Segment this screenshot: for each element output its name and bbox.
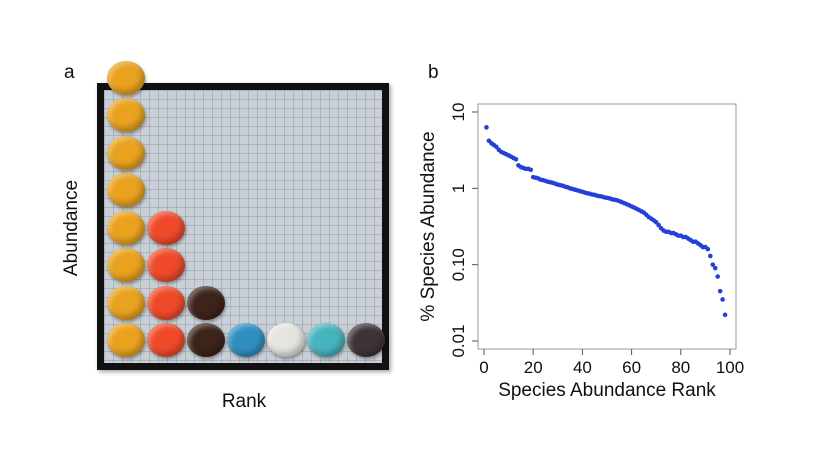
x-tick-label: 60 (622, 358, 641, 377)
candy (107, 98, 145, 132)
data-point (717, 288, 723, 294)
candy (227, 323, 265, 357)
candy (107, 248, 145, 282)
y-axis-title: % Species Abundance (418, 131, 439, 321)
y-tick-label: 10 (449, 103, 468, 122)
panel-label-b: b (428, 62, 439, 83)
candy (347, 323, 385, 357)
candy (107, 210, 145, 245)
y-tick-label: 1 (449, 184, 468, 193)
candy (107, 173, 145, 207)
data-point (710, 262, 716, 267)
data-point (722, 312, 728, 318)
x-tick-label: 40 (573, 358, 592, 377)
x-axis: 0 20 40 60 80 100 (479, 349, 744, 377)
data-point (708, 253, 713, 259)
candy (147, 323, 185, 357)
plot-frame (477, 103, 737, 350)
x-tick-label: 100 (716, 358, 744, 377)
rank-abundance-chart: 10 1 0.10 0.01 0 20 40 60 80 100 Species Abundan… (418, 103, 744, 400)
data-point (715, 274, 720, 279)
y-axis: 10 1 0.10 0.01 (449, 103, 478, 358)
data-point (528, 167, 534, 173)
candy (107, 323, 145, 357)
data-point (712, 265, 718, 271)
data-point (656, 222, 661, 228)
y-tick-label: 0.10 (449, 248, 468, 281)
candy (107, 135, 145, 170)
candy (267, 323, 305, 357)
candy (147, 285, 185, 320)
candy (307, 323, 345, 357)
photo-x-axis-title: Rank (221, 391, 267, 412)
candy (147, 248, 185, 282)
data-points (484, 125, 728, 318)
data-point (720, 297, 725, 302)
panel-label-a: a (64, 62, 75, 83)
candy (187, 285, 225, 320)
candy (107, 60, 145, 95)
grid-paper (104, 60, 385, 363)
candy-photo (97, 60, 389, 370)
x-tick-label: 20 (524, 358, 543, 377)
photo-y-axis-title: Abundance (61, 179, 82, 277)
candy (107, 285, 145, 320)
data-point (705, 246, 711, 252)
data-point (484, 125, 489, 130)
y-tick-label: 0.01 (449, 324, 468, 357)
x-axis-title: Species Abundance Rank (498, 380, 716, 400)
x-tick-label: 80 (671, 358, 690, 377)
data-point (513, 157, 519, 162)
x-tick-label: 0 (479, 358, 488, 377)
candy (187, 323, 225, 357)
candy (147, 210, 185, 245)
